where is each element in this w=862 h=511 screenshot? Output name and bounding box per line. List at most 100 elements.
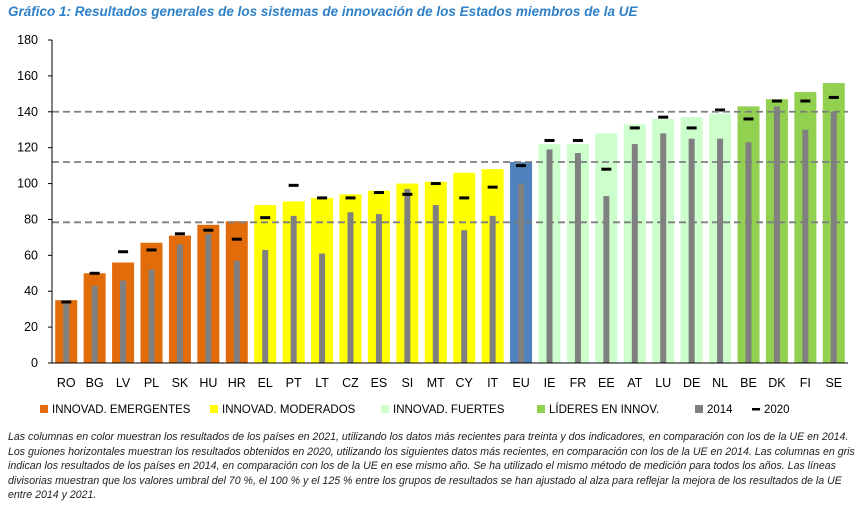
marker-2020 — [89, 271, 100, 275]
y-tick-label: 20 — [24, 320, 38, 334]
bar-2014 — [63, 303, 70, 363]
marker-2020 — [174, 232, 185, 236]
bar-2014 — [830, 111, 837, 364]
x-tick-label: SK — [172, 376, 189, 390]
legend-swatch — [40, 405, 48, 413]
legend-swatch — [381, 405, 389, 413]
marker-2020 — [771, 99, 782, 103]
x-tick-label: MT — [427, 376, 445, 390]
legend-swatch — [537, 405, 545, 413]
x-tick-label: BE — [740, 376, 757, 390]
x-tick-label: LT — [315, 376, 329, 390]
bar-2014 — [546, 149, 553, 363]
x-tick-label: BG — [86, 376, 104, 390]
legend-label: INNOVAD. FUERTES — [393, 404, 505, 416]
bar-2014 — [773, 106, 780, 364]
legend-swatch — [752, 408, 760, 411]
x-tick-label: HU — [199, 376, 217, 390]
x-tick-label: EE — [598, 376, 615, 390]
bar-2014 — [148, 269, 155, 363]
bar-2014 — [745, 142, 752, 363]
y-tick-label: 180 — [17, 33, 38, 47]
marker-2020 — [800, 99, 811, 103]
bar-2014 — [432, 205, 439, 363]
bar-2014 — [262, 249, 269, 363]
marker-2020 — [373, 191, 384, 195]
x-tick-label: PT — [286, 376, 302, 390]
marker-2020 — [516, 164, 527, 168]
x-tick-label: SE — [825, 376, 842, 390]
marker-2020 — [601, 167, 612, 171]
chart-title: Gráfico 1: Resultados generales de los s… — [8, 4, 638, 19]
x-tick-label: RO — [57, 376, 76, 390]
bar-2014 — [290, 215, 297, 363]
x-tick-label: EU — [512, 376, 529, 390]
marker-2020 — [317, 196, 328, 200]
marker-2020 — [430, 182, 441, 186]
x-tick-label: DK — [768, 376, 786, 390]
x-tick-label: IE — [544, 376, 556, 390]
marker-2020 — [203, 228, 214, 232]
x-tick-label: SI — [401, 376, 413, 390]
x-tick-label: FR — [570, 376, 587, 390]
x-tick-label: DE — [683, 376, 700, 390]
x-tick-label: LV — [116, 376, 131, 390]
bar-2014 — [319, 253, 326, 363]
y-tick-label: 140 — [17, 105, 38, 119]
y-tick-label: 80 — [24, 212, 38, 226]
marker-2020 — [572, 138, 583, 142]
bar-chart: 0 20 40 60 80 100 120 140 160 180 RO BG LV PL SK HU HR EL… — [17, 33, 848, 416]
legend-label: INNOVAD. EMERGENTES — [52, 404, 191, 416]
marker-2020 — [487, 185, 498, 189]
marker-2020 — [629, 126, 640, 130]
bar-2014 — [233, 260, 240, 363]
bar-2014 — [347, 212, 354, 363]
bar-2014 — [176, 244, 183, 363]
legend-label: 2014 — [707, 404, 733, 416]
x-tick-label: FI — [800, 376, 811, 390]
legend-swatch — [695, 405, 703, 413]
legend-label: 2020 — [764, 404, 790, 416]
bar-2014 — [404, 188, 411, 363]
bar-2014 — [489, 215, 496, 363]
chart-caption: Las columnas en color muestran los resul… — [8, 431, 855, 502]
y-tick-label: 0 — [31, 356, 38, 370]
bar-2014 — [717, 138, 724, 363]
legend-label: LÍDERES EN INNOV. — [549, 403, 659, 416]
marker-2020 — [715, 108, 726, 112]
x-tick-label: HR — [228, 376, 246, 390]
bar-2014 — [631, 144, 638, 363]
bar-2014 — [461, 230, 468, 363]
bar-2014 — [603, 196, 610, 363]
legend-swatch — [210, 405, 218, 413]
bar-2014 — [375, 214, 382, 363]
x-tick-label: PL — [144, 376, 159, 390]
legend-label: INNOVAD. MODERADOS — [222, 404, 356, 416]
x-tick-label: LU — [655, 376, 671, 390]
bar-2014 — [205, 233, 212, 363]
bar-2014 — [660, 133, 667, 363]
marker-2020 — [231, 237, 242, 241]
bar-2014 — [802, 129, 809, 363]
x-tick-label: EL — [258, 376, 273, 390]
marker-2020 — [828, 95, 839, 99]
x-tick-label: ES — [371, 376, 388, 390]
marker-2020 — [118, 250, 129, 254]
y-tick-label: 160 — [17, 69, 38, 83]
marker-2020 — [743, 117, 754, 121]
x-tick-label: NL — [712, 376, 728, 390]
marker-2020 — [61, 300, 72, 304]
marker-2020 — [345, 196, 356, 200]
x-tick-label: IT — [487, 376, 498, 390]
marker-2020 — [402, 192, 413, 196]
y-tick-label: 100 — [17, 177, 38, 191]
bar-2014 — [574, 153, 581, 363]
marker-2020 — [146, 248, 157, 252]
marker-2020 — [544, 138, 555, 142]
y-tick-label: 120 — [17, 141, 38, 155]
y-tick-label: 60 — [24, 248, 38, 262]
y-tick-label: 40 — [24, 284, 38, 298]
bar-2014 — [518, 183, 525, 363]
marker-2020 — [686, 126, 697, 130]
marker-2020 — [658, 115, 669, 119]
